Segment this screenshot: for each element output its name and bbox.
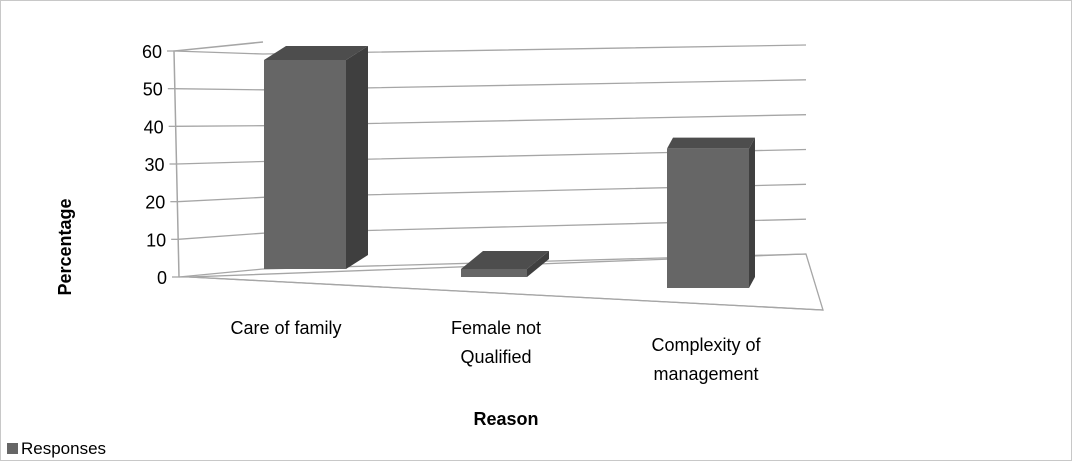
bar-top-2 — [461, 251, 549, 269]
gridline-60 — [173, 44, 807, 55]
x-tick-label-3: Complexity of management — [651, 335, 761, 384]
x-tick-label-1: Care of family — [230, 318, 341, 338]
y-tick-label-50: 50 — [143, 80, 163, 100]
y-axis-label: Percentage — [55, 198, 75, 295]
y-tick-label-60: 60 — [142, 42, 162, 62]
gridline-30 — [176, 148, 807, 165]
chart-back-wall — [173, 41, 264, 278]
bar-front-1 — [264, 60, 346, 269]
y-tick-label-40: 40 — [144, 117, 164, 137]
bar-front-3 — [667, 148, 749, 288]
y-tick-label-30: 30 — [144, 155, 164, 175]
bar-2 — [461, 251, 549, 277]
bar-top-1 — [264, 46, 368, 60]
y-tick-label-20: 20 — [145, 193, 165, 213]
legend-swatch-responses — [7, 443, 18, 454]
x-tick-label-2: Female not Qualified — [451, 318, 541, 367]
bar-side-3 — [749, 137, 755, 288]
y-tick-label-0: 0 — [157, 268, 167, 288]
gridline-0 — [178, 253, 807, 278]
x-axis-label: Reason — [473, 409, 538, 429]
x-tick-labels: Care of family Female not Qualified Complex… — [230, 318, 761, 384]
y-tick-label-10: 10 — [146, 230, 166, 250]
bar-front-2 — [461, 269, 527, 277]
chart-floor — [179, 253, 824, 311]
bar-1 — [264, 46, 368, 269]
y-gridlines — [167, 44, 807, 278]
gridline-40 — [175, 114, 807, 127]
bar-side-2 — [527, 251, 549, 277]
bar-3 — [667, 137, 755, 288]
bars — [264, 46, 755, 288]
bar-side-1 — [346, 46, 368, 269]
legend: Responses — [7, 439, 106, 458]
floor-front-edge — [188, 276, 824, 311]
gridline-20 — [177, 183, 807, 203]
side-wall-edge — [173, 41, 264, 278]
gridline-50 — [174, 79, 807, 91]
y-tick-labels: 0 10 20 30 40 50 60 — [142, 42, 167, 288]
legend-label-responses: Responses — [21, 439, 106, 458]
bar-top-3 — [667, 137, 755, 149]
gridline-10 — [178, 218, 807, 240]
